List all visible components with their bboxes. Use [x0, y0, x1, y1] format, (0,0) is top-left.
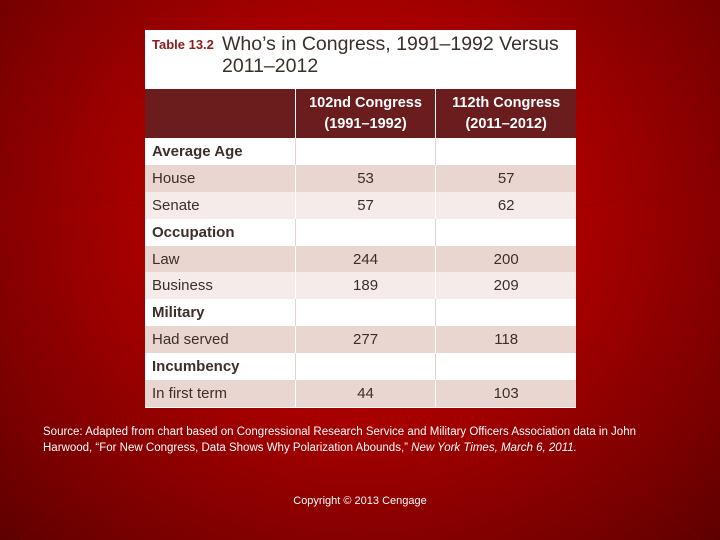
- table-card: Table 13.2 Who’s in Congress, 1991–1992 …: [145, 30, 576, 408]
- section-title: Average Age: [145, 138, 296, 165]
- table-title: Who’s in Congress, 1991–1992 Versus 2011…: [222, 33, 559, 77]
- header-112th-congress: 112th Congress (2011–2012): [435, 89, 576, 138]
- table-row: Had served 277 118: [145, 326, 576, 354]
- value-102nd: 53: [294, 164, 436, 192]
- table-header-row: 102nd Congress (1991–1992) 112th Congres…: [145, 89, 576, 138]
- congress-table: 102nd Congress (1991–1992) 112th Congres…: [145, 89, 576, 407]
- section-row-military: Military: [145, 299, 576, 327]
- value-102nd: 277: [294, 326, 436, 354]
- header-blank-cell: [145, 89, 296, 138]
- table-title-block: Table 13.2 Who’s in Congress, 1991–1992 …: [145, 30, 576, 88]
- value-112th: 200: [435, 245, 576, 273]
- table-row: Law 244 200: [145, 245, 576, 273]
- source-publication: New York Times, March 6, 2011.: [411, 442, 577, 454]
- value-102nd: 57: [294, 191, 436, 219]
- header-col1-years: (1991–1992): [324, 115, 407, 132]
- row-label: House: [145, 164, 296, 192]
- row-label: Senate: [145, 191, 296, 219]
- value-112th: 57: [435, 164, 576, 192]
- value-112th: 118: [435, 326, 576, 354]
- section-row-incumbency: Incumbency: [145, 353, 576, 381]
- row-label: Law: [145, 245, 296, 273]
- source-note: Source: Adapted from chart based on Cong…: [43, 424, 673, 456]
- header-102nd-congress: 102nd Congress (1991–1992): [294, 89, 436, 138]
- header-col2-title: 112th Congress: [452, 94, 561, 111]
- table-row: House 53 57: [145, 164, 576, 192]
- section-title: Military: [145, 299, 296, 327]
- source-text: Source: Adapted from chart based on Cong…: [43, 426, 636, 454]
- value-112th: 62: [435, 191, 576, 219]
- value-112th: 209: [435, 272, 576, 300]
- copyright-notice: Copyright © 2013 Cengage: [293, 495, 427, 507]
- section-row-average-age: Average Age: [145, 138, 576, 165]
- row-label: Business: [145, 272, 296, 300]
- row-label: Had served: [145, 326, 296, 354]
- row-label: In first term: [145, 380, 296, 407]
- section-title: Incumbency: [145, 353, 296, 381]
- section-title: Occupation: [145, 218, 296, 246]
- table-row: In first term 44 103: [145, 380, 576, 407]
- value-102nd: 44: [294, 380, 436, 407]
- value-112th: 103: [435, 380, 576, 407]
- section-row-occupation: Occupation: [145, 218, 576, 246]
- table-number-label: Table 13.2: [152, 37, 214, 52]
- header-col2-years: (2011–2012): [465, 115, 547, 132]
- value-102nd: 244: [294, 245, 436, 273]
- table-row: Senate 57 62: [145, 191, 576, 219]
- value-102nd: 189: [294, 272, 436, 300]
- table-row: Business 189 209: [145, 272, 576, 300]
- header-col1-title: 102nd Congress: [309, 94, 422, 111]
